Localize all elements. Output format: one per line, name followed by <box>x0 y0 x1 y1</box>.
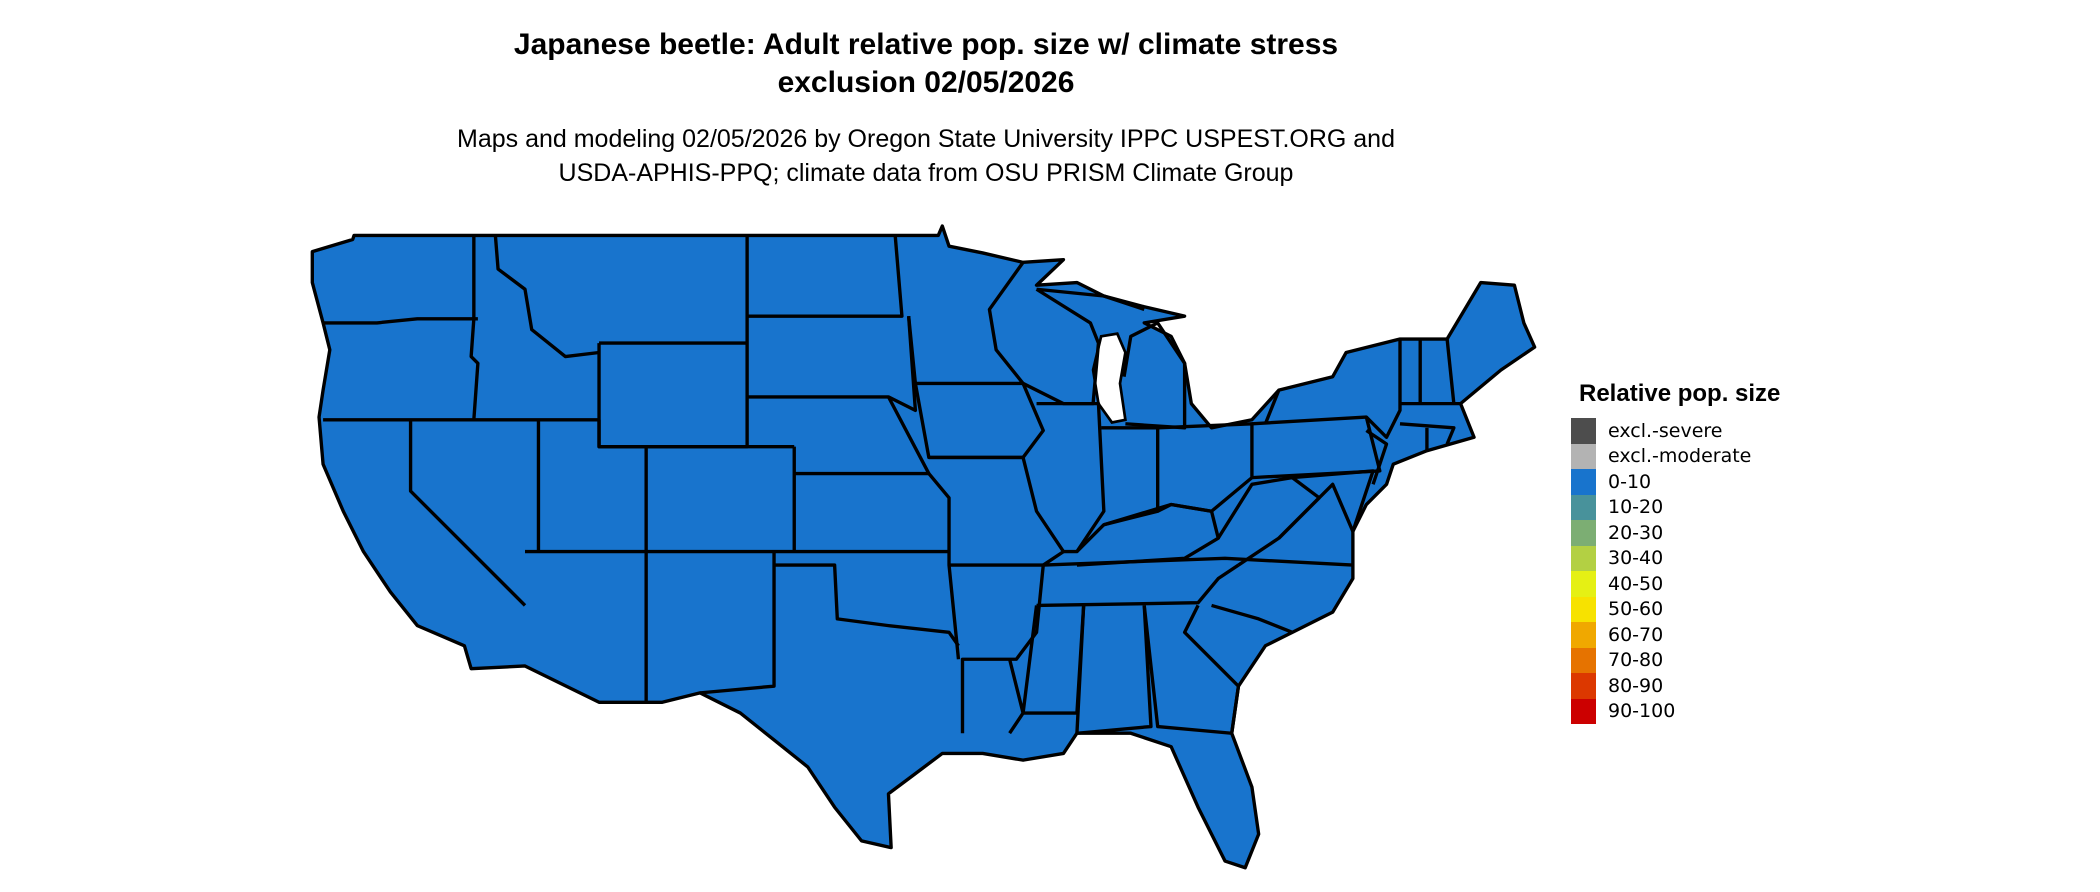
legend-swatch <box>1571 596 1596 622</box>
legend-item: 50-60 <box>1571 596 1780 622</box>
legend-item: 40-50 <box>1571 571 1780 597</box>
legend-swatch <box>1571 673 1596 699</box>
state-borders <box>323 235 1461 735</box>
legend-item: 90-100 <box>1571 698 1780 724</box>
legend-label: 40-50 <box>1608 572 1664 595</box>
us-outline <box>310 224 1537 870</box>
map-title: Japanese beetle: Adult relative pop. siz… <box>0 26 1852 102</box>
legend-label: 30-40 <box>1608 547 1664 570</box>
legend-label: excl.-severe <box>1608 419 1723 442</box>
legend-item: excl.-severe <box>1571 418 1780 444</box>
legend-swatch <box>1571 494 1596 520</box>
legend-swatch <box>1571 571 1596 597</box>
subtitle-line-1: Maps and modeling 02/05/2026 by Oregon S… <box>457 125 1395 153</box>
legend-label: 70-80 <box>1608 649 1664 672</box>
legend-label: 20-30 <box>1608 521 1664 544</box>
legend-swatch <box>1571 443 1596 469</box>
legend-label: 0-10 <box>1608 470 1652 493</box>
legend-swatch <box>1571 520 1596 546</box>
legend-item: 20-30 <box>1571 520 1780 546</box>
legend-swatch <box>1571 622 1596 648</box>
legend: Relative pop. size excl.-severe excl.-mod… <box>1571 380 1780 724</box>
legend-label: 60-70 <box>1608 623 1664 646</box>
legend-item: 0-10 <box>1571 469 1780 495</box>
legend-swatch <box>1571 469 1596 495</box>
legend-swatch <box>1571 647 1596 673</box>
legend-item: 10-20 <box>1571 494 1780 520</box>
legend-label: 80-90 <box>1608 674 1664 697</box>
legend-title: Relative pop. size <box>1579 380 1781 407</box>
legend-label: 90-100 <box>1608 700 1676 723</box>
legend-item: excl.-moderate <box>1571 443 1780 469</box>
legend-item: 80-90 <box>1571 673 1780 699</box>
legend-item: 60-70 <box>1571 622 1780 648</box>
legend-swatch <box>1571 698 1596 724</box>
legend-swatch <box>1571 545 1596 571</box>
legend-label: 10-20 <box>1608 496 1664 519</box>
legend-item: 30-40 <box>1571 545 1780 571</box>
title-line-1: Japanese beetle: Adult relative pop. siz… <box>513 28 1339 61</box>
legend-label: 50-60 <box>1608 598 1664 621</box>
title-line-2: exclusion 02/05/2026 <box>777 66 1075 99</box>
legend-item: 70-80 <box>1571 647 1780 673</box>
legend-label: excl.-moderate <box>1608 445 1752 468</box>
map-subtitle: Maps and modeling 02/05/2026 by Oregon S… <box>0 122 1852 190</box>
subtitle-line-2: USDA-APHIS-PPQ; climate data from OSU PR… <box>558 159 1294 187</box>
legend-swatch <box>1571 418 1596 444</box>
